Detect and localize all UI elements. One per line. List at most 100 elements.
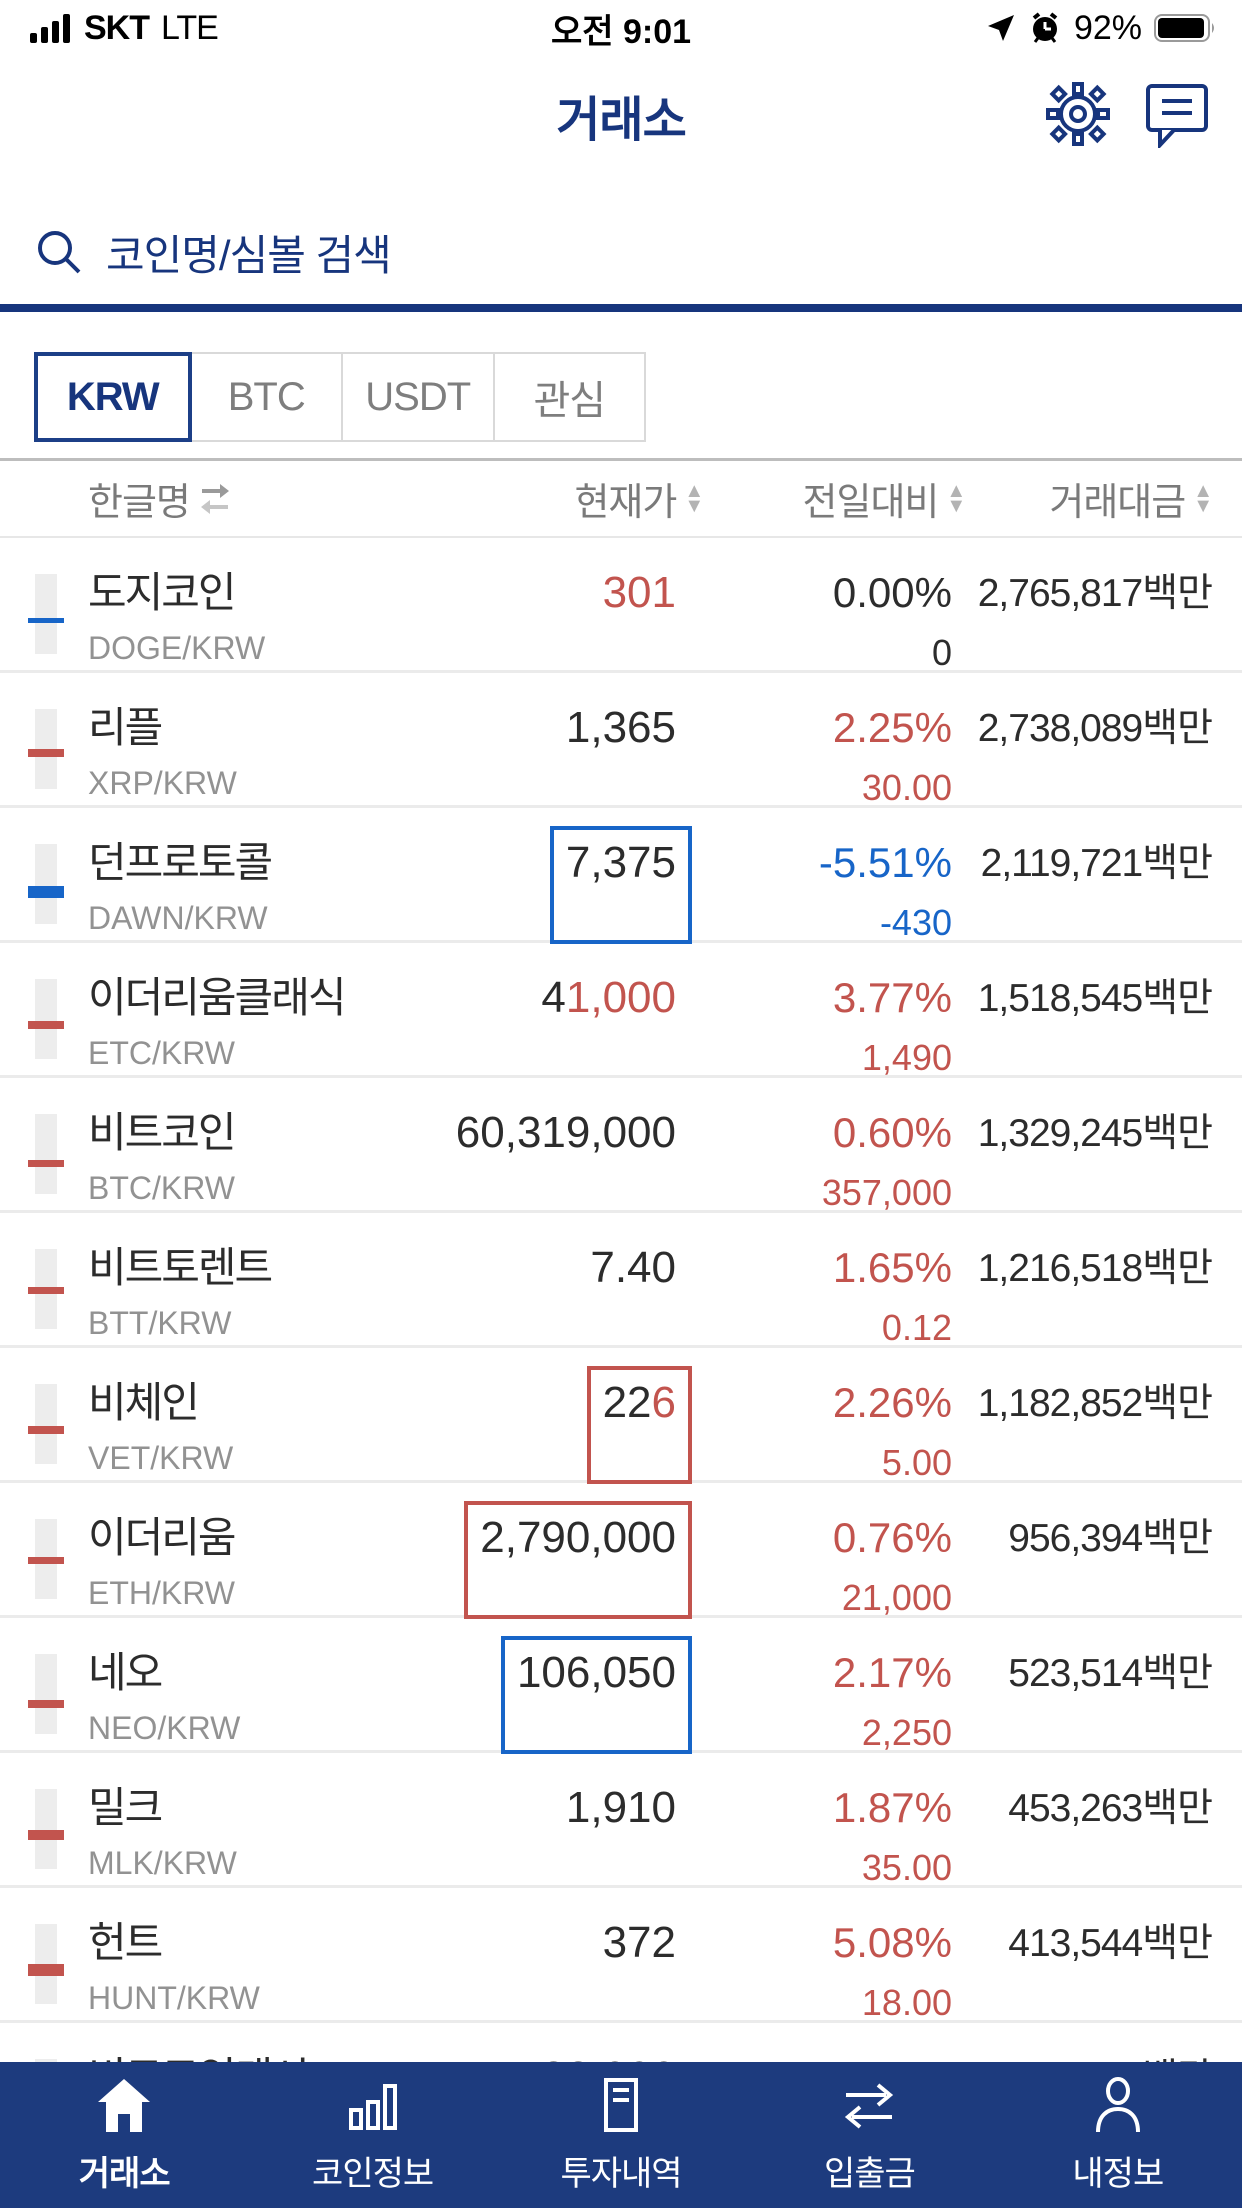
tab-krw[interactable]: KRW xyxy=(34,352,192,442)
price-range-indicator-icon xyxy=(28,844,88,924)
coin-name: 이더리움클래식 xyxy=(88,974,346,1021)
nav-coin-info[interactable]: 코인정보 xyxy=(248,2062,496,2208)
coin-name: 리플 xyxy=(88,704,163,751)
volume-cell: 2,765,817백만 xyxy=(977,572,1213,615)
coin-row[interactable]: 던프로토콜 DAWN/KRW 7,375 -5.51% -430 2,119,7… xyxy=(0,808,1242,944)
change-value: -430 xyxy=(879,902,952,943)
search-input[interactable]: 코인명/심볼 검색 xyxy=(106,231,392,279)
change-cell: -5.51% -430 xyxy=(676,838,952,944)
coin-row[interactable]: 헌트 HUNT/KRW 372 5.08% 18.00 413,544백만 xyxy=(0,1888,1242,2023)
change-percent: 0.00% xyxy=(832,569,952,616)
change-percent: 5.08% xyxy=(832,1919,952,1966)
volume-cell: 1,329,245백만 xyxy=(977,1112,1213,1155)
price-range-indicator-icon xyxy=(28,1924,88,2004)
coin-symbol: BTT/KRW xyxy=(88,1305,232,1341)
price-cell: 1,365 xyxy=(348,703,676,753)
tab-btc[interactable]: BTC xyxy=(189,352,343,442)
sort-icon: ▲ ▼ xyxy=(946,479,966,517)
coin-symbol: HUNT/KRW xyxy=(88,1980,260,2016)
change-percent: 2.17% xyxy=(832,1649,952,1696)
change-percent: 1.87% xyxy=(832,1784,952,1831)
price-range-indicator-icon xyxy=(28,979,88,1059)
column-header-name[interactable]: 한글명 xyxy=(28,471,392,526)
search-bar[interactable]: 코인명/심볼 검색 xyxy=(0,200,1242,312)
price-cell: 2,790,000 xyxy=(348,1501,692,1619)
change-cell: 2.17% 2,250 xyxy=(676,1648,952,1754)
bottom-nav: 거래소 코인정보 투자내역 xyxy=(0,2062,1242,2208)
change-cell: 0.60% 357,000 xyxy=(676,1108,952,1214)
price-cell: 226 xyxy=(348,1366,692,1484)
coin-row[interactable]: 이더리움 ETH/KRW 2,790,000 0.76% 21,000 956,… xyxy=(0,1483,1242,1619)
price-cell: 372 xyxy=(348,1918,676,1968)
coin-row[interactable]: 비트코인 BTC/KRW 60,319,000 0.60% 357,000 1,… xyxy=(0,1078,1242,1213)
change-value: 0.12 xyxy=(881,1307,952,1348)
coin-list: 도지코인 DOGE/KRW 301 0.00% 0 2,765,817백만 리플… xyxy=(0,538,1242,2158)
tab-favorites[interactable]: 관심 xyxy=(492,352,646,442)
price-range-indicator-icon xyxy=(28,709,88,789)
price-range-indicator-icon xyxy=(28,1654,88,1734)
coin-name: 던프로토콜 xyxy=(88,839,273,886)
coin-symbol: ETH/KRW xyxy=(88,1575,235,1611)
coin-row[interactable]: 밀크 MLK/KRW 1,910 1.87% 35.00 453,263백만 xyxy=(0,1753,1242,1888)
coin-row[interactable]: 비트토렌트 BTT/KRW 7.40 1.65% 0.12 1,216,518백… xyxy=(0,1213,1242,1348)
coin-row[interactable]: 비체인 VET/KRW 226 2.26% 5.00 1,182,852백만 xyxy=(0,1348,1242,1484)
price-flash-box: 7.40 xyxy=(590,1243,676,1292)
column-header-price[interactable]: 현재가 ▲ ▼ xyxy=(574,479,704,525)
coin-symbol: BTC/KRW xyxy=(88,1170,235,1206)
coin-row[interactable]: 네오 NEO/KRW 106,050 2.17% 2,250 523,514백만 xyxy=(0,1618,1242,1754)
coin-symbol: ETC/KRW xyxy=(88,1035,235,1071)
gear-icon[interactable] xyxy=(1046,82,1110,148)
volume-cell: 413,544백만 xyxy=(1008,1922,1213,1965)
price-cell: 7,375 xyxy=(348,826,692,944)
volume-cell: 2,119,721백만 xyxy=(980,842,1213,885)
coin-symbol: DAWN/KRW xyxy=(88,900,268,936)
change-value: 1,490 xyxy=(861,1037,952,1078)
change-percent: 3.77% xyxy=(832,974,952,1021)
change-cell: 2.25% 30.00 xyxy=(676,703,952,809)
change-cell: 0.76% 21,000 xyxy=(676,1513,952,1619)
price-cell: 301 xyxy=(348,568,676,618)
table-header: 한글명 현재가 ▲ ▼ 전일대비 ▲ ▼ 거래대금 ▲ ▼ xyxy=(0,458,1242,538)
price-range-indicator-icon xyxy=(28,1789,88,1869)
volume-cell: 523,514백만 xyxy=(1008,1652,1213,1695)
nav-my-info[interactable]: 내정보 xyxy=(994,2062,1242,2208)
price-range-indicator-icon xyxy=(28,1249,88,1329)
column-header-volume[interactable]: 거래대금 ▲ ▼ xyxy=(1049,479,1213,525)
coin-row[interactable]: 리플 XRP/KRW 1,365 2.25% 30.00 2,738,089백만 xyxy=(0,673,1242,808)
coin-name: 밀크 xyxy=(88,1784,163,1831)
volume-cell: 453,263백만 xyxy=(1008,1787,1213,1830)
volume-cell: 2,738,089백만 xyxy=(977,707,1213,750)
nav-label: 입출금 xyxy=(824,2154,916,2193)
change-cell: 2.26% 5.00 xyxy=(676,1378,952,1484)
person-icon xyxy=(1088,2076,1148,2134)
price-flash-box: 106,050 xyxy=(500,1636,692,1754)
price-cell: 106,050 xyxy=(348,1636,692,1754)
carrier-label: SKT xyxy=(84,8,150,47)
column-header-change[interactable]: 전일대비 ▲ ▼ xyxy=(802,479,967,525)
change-value: 5.00 xyxy=(881,1442,952,1483)
nav-exchange[interactable]: 거래소 xyxy=(0,2062,248,2208)
change-value: 18.00 xyxy=(861,1982,952,2023)
coin-symbol: XRP/KRW xyxy=(88,765,237,801)
swap-icon xyxy=(200,481,230,517)
network-label: LTE xyxy=(161,8,219,47)
volume-cell: 1,216,518백만 xyxy=(977,1247,1213,1290)
change-percent: 0.76% xyxy=(832,1514,952,1561)
sort-icon: ▲ ▼ xyxy=(684,479,704,517)
transfer-icon xyxy=(838,2076,900,2134)
change-cell: 5.08% 18.00 xyxy=(676,1918,952,2024)
price-flash-box: 372 xyxy=(602,1918,676,1967)
change-percent: 0.60% xyxy=(832,1109,952,1156)
nav-deposit-withdraw[interactable]: 입출금 xyxy=(745,2062,993,2208)
coin-name: 비트토렌트 xyxy=(88,1244,273,1291)
price-range-indicator-icon xyxy=(28,1114,88,1194)
price-cell: 60,319,000 xyxy=(348,1108,676,1158)
status-bar: SKT LTE 오전 9:01 92% xyxy=(0,0,1242,56)
tab-usdt[interactable]: USDT xyxy=(341,352,495,442)
price-flash-box: 7,375 xyxy=(549,826,692,944)
change-value: 2,250 xyxy=(861,1712,952,1753)
nav-investments[interactable]: 투자내역 xyxy=(497,2062,745,2208)
chat-icon[interactable] xyxy=(1144,82,1210,148)
coin-row[interactable]: 이더리움클래식 ETC/KRW 41,000 3.77% 1,490 1,518… xyxy=(0,943,1242,1078)
coin-row[interactable]: 도지코인 DOGE/KRW 301 0.00% 0 2,765,817백만 xyxy=(0,538,1242,673)
